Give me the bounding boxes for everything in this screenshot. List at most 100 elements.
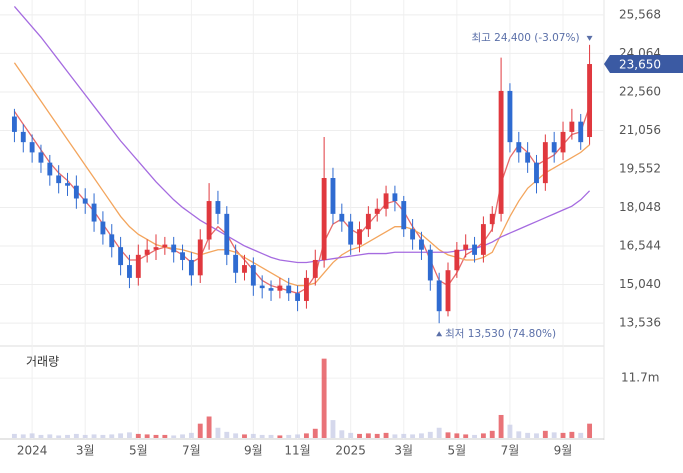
volume-bar — [348, 432, 354, 438]
candle-body — [144, 249, 150, 255]
candle-body — [91, 203, 97, 222]
volume-bar — [135, 433, 141, 438]
volume-bar — [489, 430, 495, 438]
y-tick-label: 22,560 — [619, 84, 661, 98]
candle-body — [295, 293, 301, 301]
volume-bar — [259, 434, 265, 438]
x-tick-label: 5월 — [129, 444, 148, 458]
volume-bar — [410, 434, 416, 438]
volume-title: 거래량 — [26, 355, 59, 369]
candle-body — [65, 183, 70, 186]
volume-bar — [578, 432, 584, 438]
x-tick-label: 3월 — [394, 444, 413, 458]
candle-body — [489, 213, 495, 225]
candle-body — [551, 142, 557, 153]
candle-body — [206, 201, 212, 240]
volume-bar — [365, 433, 371, 438]
volume-bar — [516, 431, 522, 438]
volume-bar — [472, 434, 477, 438]
candle-body — [498, 90, 504, 214]
volume-bar — [463, 434, 469, 438]
x-tick-label: 5월 — [448, 444, 467, 458]
candle-body — [197, 239, 203, 276]
candle-body — [180, 252, 185, 260]
volume-bar — [127, 432, 132, 438]
volume-bar — [542, 430, 548, 438]
candle-body — [463, 244, 469, 250]
y-tick-label: 16,544 — [619, 239, 661, 253]
volume-bar — [29, 433, 35, 438]
low-annotation: 최저 13,530 (74.80%) — [445, 328, 556, 340]
candle-body — [303, 277, 309, 301]
volume-bar — [295, 434, 301, 438]
x-tick-label: 3월 — [76, 444, 95, 458]
volume-bar — [551, 432, 557, 438]
x-tick-label: 7월 — [501, 444, 520, 458]
volume-bar — [118, 433, 124, 438]
volume-bar — [268, 434, 274, 438]
candle-body — [587, 64, 593, 138]
volume-bar — [454, 433, 460, 438]
volume-bar — [20, 434, 26, 438]
volume-bar — [587, 423, 593, 438]
volume-bar — [286, 434, 292, 438]
candle-body — [542, 142, 548, 184]
volume-bar — [383, 432, 389, 438]
volume-bar — [11, 433, 17, 438]
candle-body — [29, 142, 35, 153]
volume-bar — [250, 433, 256, 438]
volume-bar — [419, 433, 424, 438]
y-tick-label: 21,056 — [619, 123, 661, 137]
low-marker — [436, 331, 443, 337]
volume-bar — [427, 431, 433, 438]
last-price-badge — [604, 55, 683, 74]
volume-bar — [162, 434, 168, 438]
volume-bar — [109, 434, 115, 438]
x-tick-label: 9월 — [554, 444, 573, 458]
candle-body — [47, 162, 53, 176]
x-tick-label: 2024 — [17, 444, 48, 458]
volume-bar — [224, 431, 230, 438]
candle-body — [268, 288, 274, 291]
volume-bar — [47, 434, 53, 438]
volume-bar — [91, 434, 97, 438]
candle-body — [330, 178, 336, 214]
volume-bar — [507, 424, 513, 438]
volume-bar — [303, 433, 309, 438]
volume-bar — [321, 358, 327, 438]
volume-bar — [357, 433, 362, 438]
last-price-label: 23,650 — [619, 58, 661, 72]
candle-body — [73, 185, 79, 199]
volume-bar — [277, 435, 283, 438]
candle-body — [401, 201, 407, 230]
volume-tick-label: 11.7m — [621, 371, 659, 385]
candle-body — [427, 249, 433, 281]
volume-bar — [525, 432, 531, 438]
candle-body — [38, 152, 44, 163]
candle-body — [20, 131, 26, 143]
candle-body — [436, 280, 442, 312]
candle-body — [445, 270, 451, 312]
candle-body — [516, 142, 522, 153]
volume-bar — [330, 420, 336, 438]
y-tick-label: 15,040 — [619, 277, 661, 291]
high-marker — [586, 35, 593, 41]
candle-body — [507, 90, 513, 143]
volume-bar — [498, 414, 504, 438]
volume-bar — [65, 434, 70, 438]
candle-body — [188, 259, 194, 276]
candle-body — [383, 193, 389, 209]
volume-bar — [100, 434, 106, 438]
candle-body — [525, 152, 531, 163]
candle-body — [560, 131, 566, 153]
y-tick-label: 13,536 — [619, 316, 661, 330]
volume-bar — [56, 435, 62, 438]
x-tick-label: 7월 — [182, 444, 201, 458]
volume-bar — [144, 434, 150, 438]
volume-bar — [153, 434, 159, 438]
candle-body — [348, 221, 354, 245]
volume-bar — [534, 433, 539, 438]
candle-body — [233, 254, 239, 273]
